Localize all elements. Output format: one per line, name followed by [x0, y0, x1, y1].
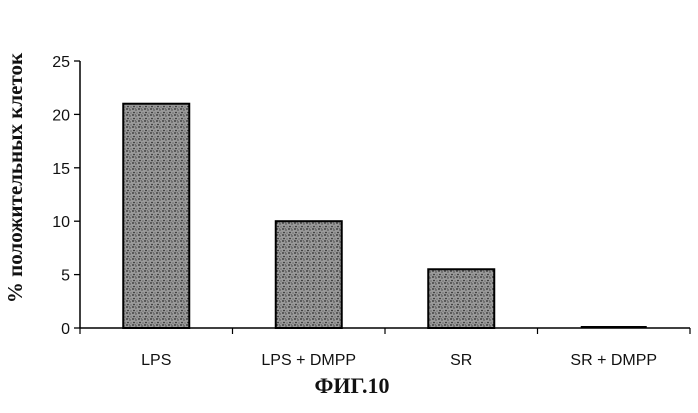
y-ticks: 0 5 10 15 20 25: [52, 54, 80, 338]
y-tick-label: 5: [61, 268, 70, 285]
bar-lps-dmpp: [276, 221, 342, 328]
y-tick-label: 25: [52, 54, 70, 71]
y-axis-label-group: % положительных клеток: [3, 52, 27, 303]
x-tick-label: SR: [450, 352, 472, 369]
x-tick-label: LPS + DMPP: [261, 352, 356, 369]
x-tick-labels: LPS LPS + DMPP SR SR + DMPP: [141, 352, 657, 369]
bar-lps: [123, 104, 189, 328]
bars: [123, 104, 647, 328]
x-tick-label: SR + DMPP: [570, 352, 657, 369]
y-tick-label: 15: [52, 161, 70, 178]
y-axis-label: % положительных клеток: [3, 52, 27, 303]
figure-caption: ФИГ.10: [314, 373, 389, 398]
y-tick-label: 10: [52, 214, 70, 231]
y-tick-label: 0: [61, 321, 70, 338]
x-tick-label: LPS: [141, 352, 171, 369]
y-tick-label: 20: [52, 107, 70, 124]
bar-sr: [428, 269, 494, 328]
